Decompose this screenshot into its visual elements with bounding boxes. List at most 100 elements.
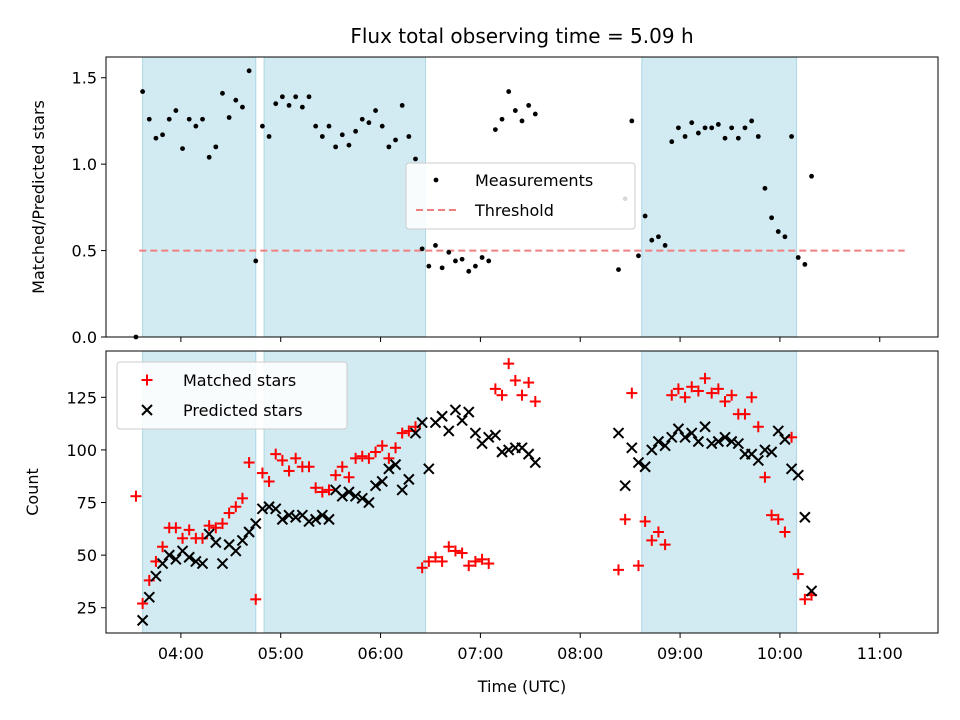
predicted-star-point	[612, 427, 625, 439]
matched-star-point	[263, 475, 275, 487]
measurement-point	[802, 262, 808, 267]
predicted-star-point	[403, 473, 415, 486]
measurement-point	[339, 132, 345, 138]
matched-star-point	[489, 383, 501, 395]
matched-star-point	[230, 501, 242, 513]
measurement-point	[233, 97, 239, 103]
matched-star-point	[619, 513, 631, 525]
bottom-shaded-interval-3	[641, 350, 798, 634]
matched-star-point	[356, 450, 368, 462]
legend-measurements-label: Measurements	[475, 171, 593, 190]
top-shaded-interval-3	[641, 56, 798, 338]
predicted-star-point	[759, 444, 771, 456]
matched-star-point	[706, 387, 718, 399]
measurement-point	[499, 116, 505, 122]
bottom-y-tick-label: 100	[66, 441, 97, 460]
predicted-star-point	[502, 444, 515, 456]
matched-star-point	[137, 598, 149, 610]
legend-x-glyph	[141, 404, 153, 416]
predicted-star-point	[779, 433, 791, 446]
measurement-point	[386, 144, 392, 150]
x-tick-label: 07:00	[457, 644, 503, 663]
measurement-point	[486, 258, 492, 264]
predicted-star-point	[489, 429, 502, 441]
predicted-star-point	[652, 435, 665, 448]
measurement-point	[459, 256, 465, 262]
measurement-point	[526, 102, 532, 108]
predicted-star-point	[416, 416, 428, 429]
matched-star-point	[509, 374, 521, 386]
predicted-star-point	[136, 614, 149, 627]
matched-star-point	[469, 555, 481, 567]
predicted-star-point	[719, 431, 731, 443]
predicted-star-point	[646, 444, 658, 456]
predicted-star-point	[666, 431, 678, 443]
top-y-ticks: 0.0 0.5 1.0 1.5	[72, 69, 106, 347]
measurement-point	[689, 120, 695, 126]
x-tick-label: 08:00	[557, 644, 603, 663]
measurement-point	[146, 116, 152, 122]
top-y-tick-label: 1.0	[72, 155, 97, 174]
measurement-point	[775, 229, 781, 234]
measurement-point	[419, 246, 425, 252]
matched-star-point	[456, 547, 468, 559]
predicted-star-point	[805, 585, 818, 597]
matched-star-point	[449, 545, 461, 557]
measurement-point	[326, 123, 332, 129]
measurement-point	[762, 185, 768, 191]
matched-star-point	[613, 564, 625, 576]
measurement-point	[446, 249, 452, 255]
matched-star-point	[672, 383, 684, 395]
matched-star-point	[772, 513, 784, 525]
predicted-star-point	[316, 509, 329, 521]
matched-star-point	[343, 471, 355, 483]
bottom-y-ticks: 25 50 75 100 125	[66, 388, 106, 618]
predicted-star-point	[170, 553, 182, 566]
legend-predicted-marker	[141, 404, 153, 416]
predicted-star-point	[692, 435, 705, 448]
matched-star-point	[363, 452, 375, 464]
measurement-point	[246, 68, 252, 74]
predicted-star-point	[156, 557, 169, 570]
measurement-point	[749, 118, 755, 124]
predicted-star-point	[376, 475, 388, 488]
measurement-point	[709, 125, 715, 131]
predicted-star-point	[349, 490, 362, 502]
measurement-point	[333, 144, 339, 150]
measurement-point	[166, 116, 172, 122]
predicted-star-point	[752, 454, 764, 467]
measurement-point	[656, 234, 661, 240]
predicted-star-point	[483, 431, 495, 443]
measurement-point	[299, 104, 305, 110]
matched-star-point	[223, 507, 235, 519]
bottom-axes-frame	[105, 350, 939, 634]
measurement-point	[379, 123, 385, 129]
measurement-point	[273, 101, 279, 107]
measurement-point	[512, 108, 518, 113]
measurement-point	[729, 125, 735, 131]
matched-star-point	[416, 562, 428, 574]
matched-star-point	[330, 469, 342, 481]
predicted-star-point	[792, 469, 804, 481]
predicted-star-point	[672, 423, 685, 435]
x-axis-label: Time (UTC)	[477, 677, 566, 696]
measurement-point	[755, 134, 761, 139]
matched-star-point	[726, 389, 738, 401]
top-shaded-interval-2	[263, 56, 426, 338]
predicted-star-point	[276, 513, 289, 526]
matched-star-point	[659, 539, 671, 551]
measurement-point	[160, 132, 165, 138]
matched-star-point	[310, 482, 322, 494]
predicted-star-point	[236, 534, 249, 547]
measurement-point	[393, 137, 398, 143]
predicted-star-point	[183, 551, 195, 563]
predicted-star-point	[732, 437, 745, 450]
measurement-point	[406, 134, 412, 139]
matched-star-point	[256, 467, 268, 479]
matched-star-point	[303, 461, 315, 473]
matched-star-point	[626, 387, 638, 399]
matched-star-point	[679, 391, 691, 403]
measurement-point	[399, 102, 405, 108]
x-tick-label: 09:00	[657, 644, 703, 663]
